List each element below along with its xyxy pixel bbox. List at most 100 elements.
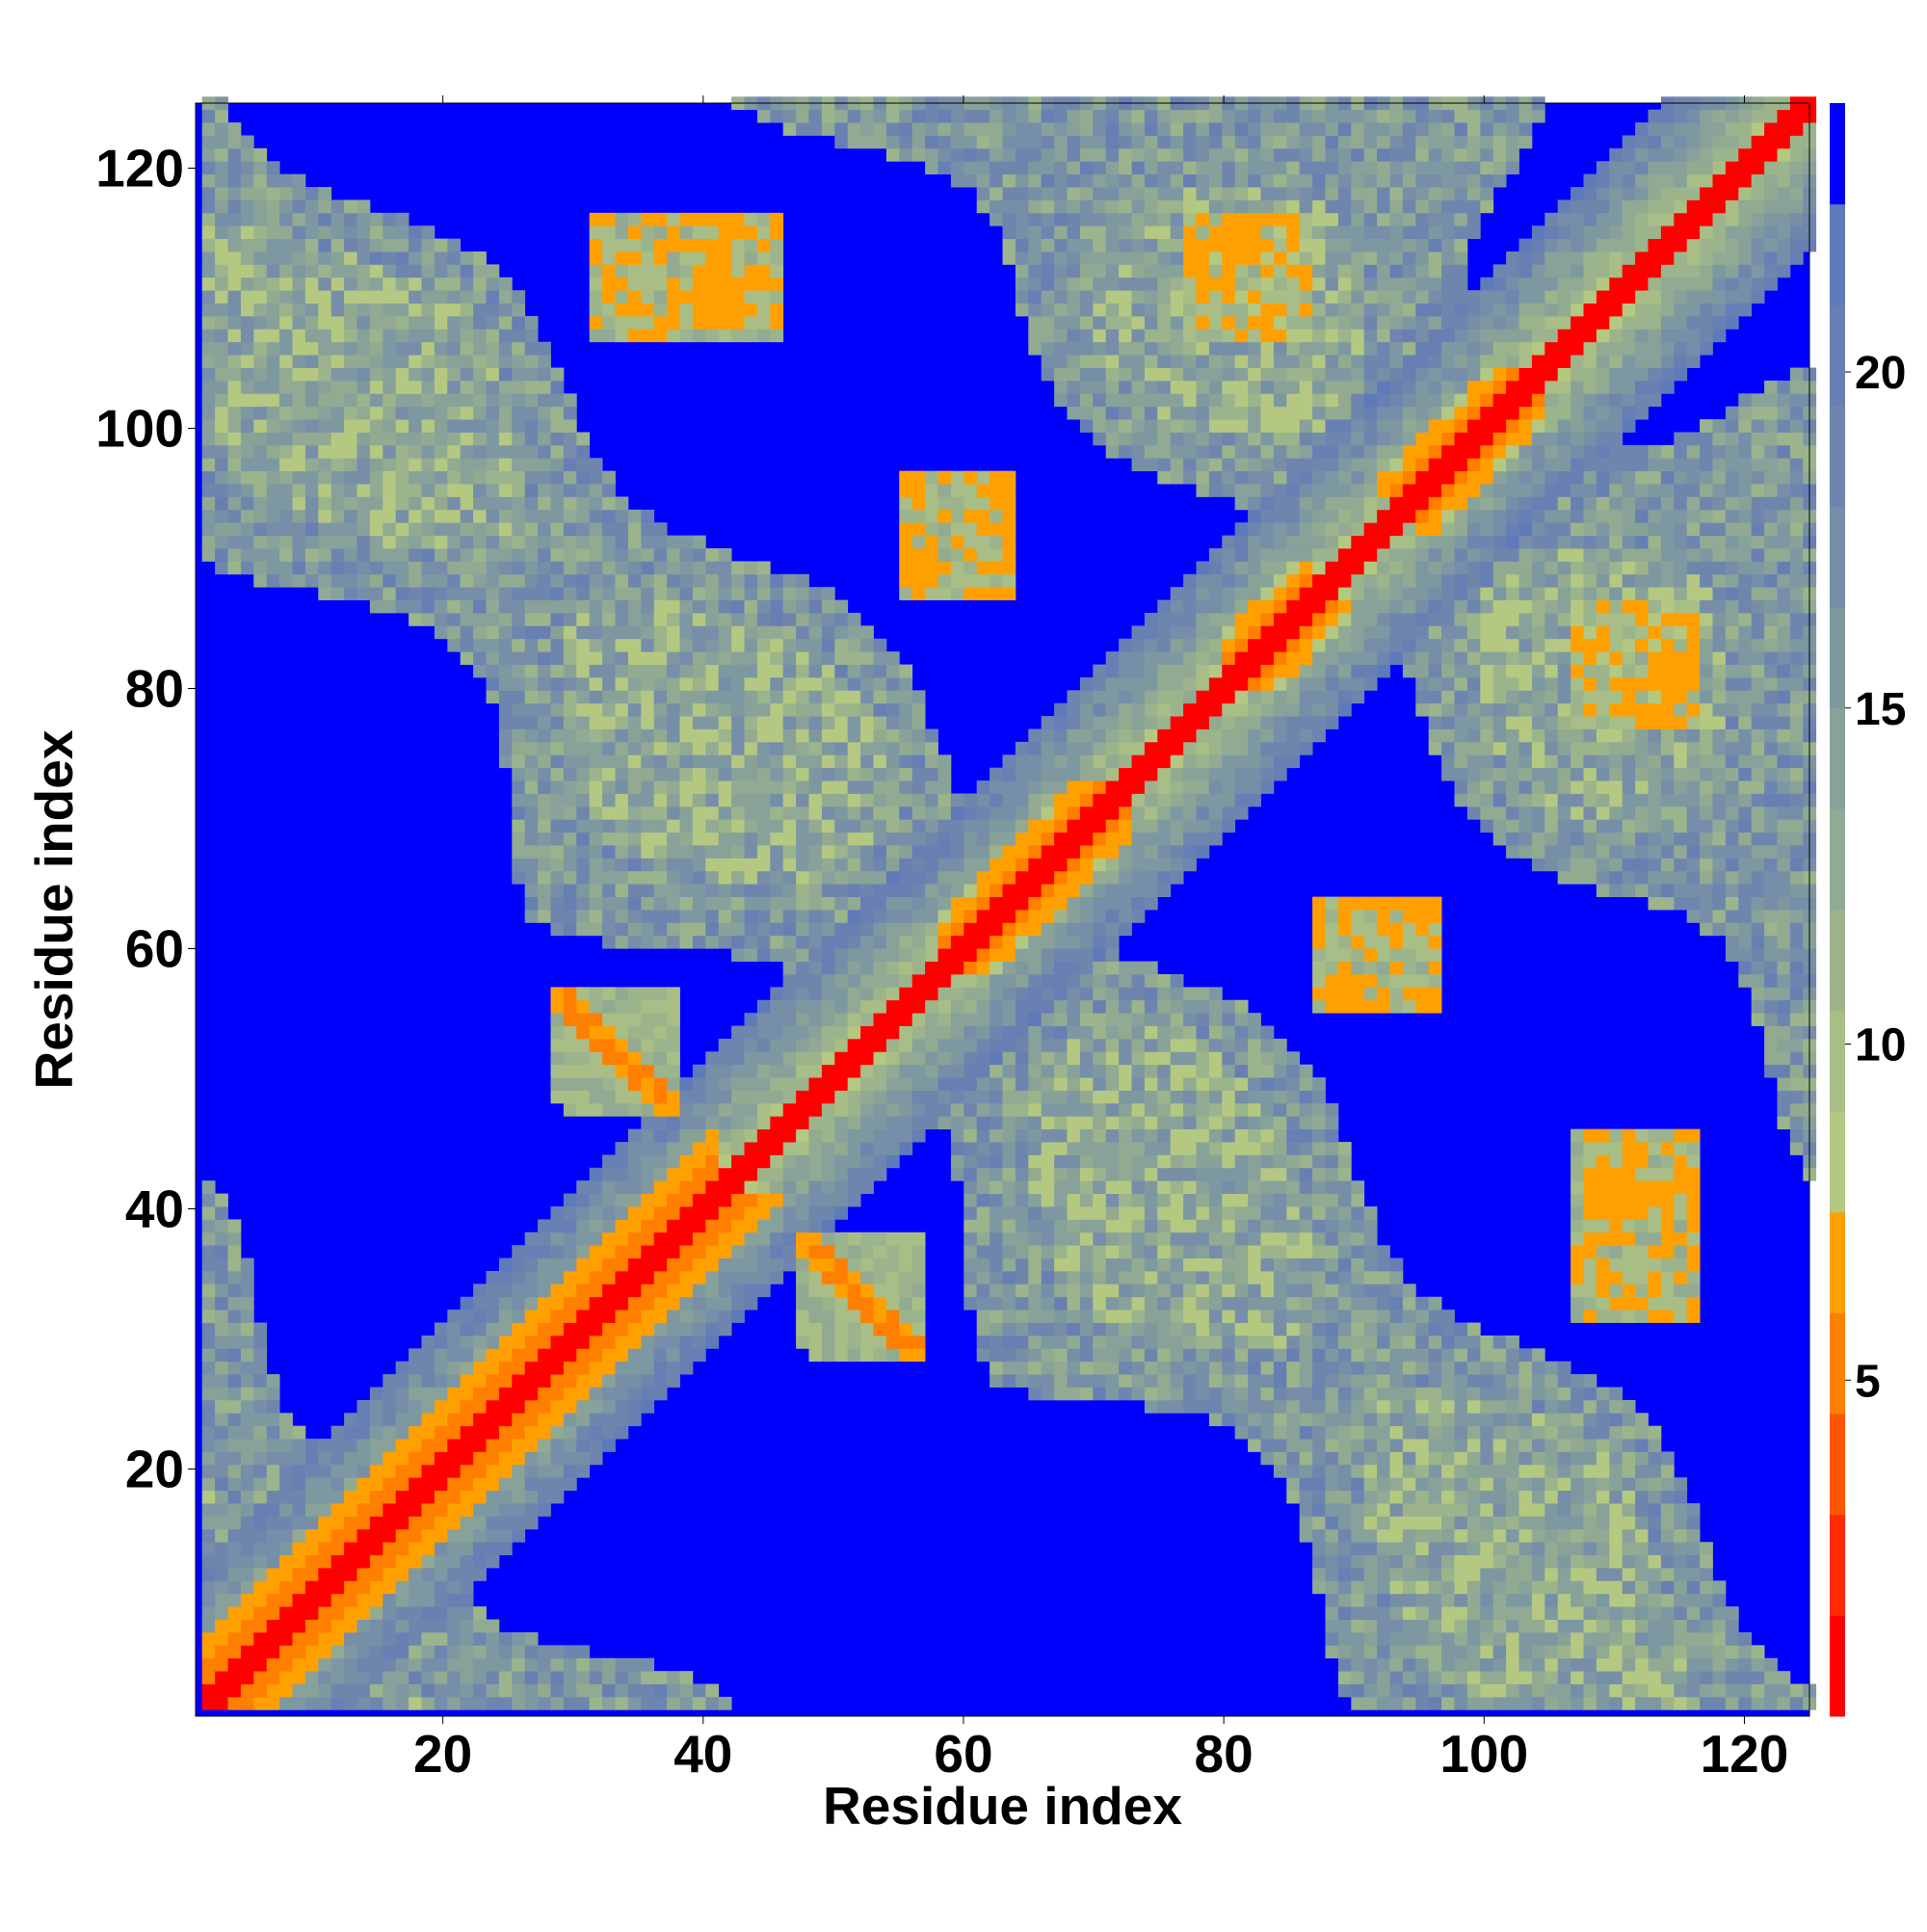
- heatmap-cell: [847, 1322, 861, 1337]
- heatmap-cell: [627, 922, 642, 937]
- heatmap-cell: [627, 1257, 642, 1272]
- heatmap-cell: [744, 806, 758, 820]
- heatmap-cell: [602, 277, 616, 291]
- heatmap-cell: [1041, 716, 1055, 729]
- heatmap-cell: [279, 1413, 293, 1427]
- heatmap-cell: [486, 1296, 500, 1310]
- heatmap-cell: [498, 1464, 513, 1478]
- heatmap-cell: [1105, 676, 1120, 691]
- heatmap-cell: [950, 999, 964, 1014]
- heatmap-cell: [201, 444, 216, 459]
- heatmap-cell: [279, 173, 293, 188]
- heatmap-cell: [344, 432, 357, 446]
- heatmap-cell: [512, 367, 526, 382]
- heatmap-cell: [550, 458, 565, 472]
- heatmap-cell: [976, 147, 990, 162]
- heatmap-cell: [576, 1374, 591, 1388]
- heatmap-cell: [498, 1374, 513, 1388]
- heatmap-cell: [821, 1335, 835, 1349]
- heatmap-cell: [692, 1310, 706, 1323]
- heatmap-cell: [550, 754, 565, 769]
- heatmap-cell: [395, 1554, 409, 1569]
- heatmap-cell: [253, 432, 268, 446]
- heatmap-cell: [1054, 147, 1068, 162]
- heatmap-cell: [731, 1142, 745, 1155]
- heatmap-cell: [538, 702, 551, 717]
- heatmap-cell: [1054, 728, 1068, 743]
- heatmap-cell: [873, 781, 887, 794]
- heatmap-cell: [667, 277, 680, 291]
- heatmap-cell: [253, 1464, 268, 1478]
- heatmap-cell: [447, 1580, 462, 1595]
- heatmap-cell: [627, 1387, 642, 1401]
- heatmap-cell: [486, 1451, 500, 1466]
- heatmap-cell: [279, 432, 293, 446]
- heatmap-cell: [796, 741, 809, 755]
- heatmap-cell: [641, 676, 655, 691]
- heatmap-cell: [215, 1322, 228, 1337]
- heatmap-cell: [512, 573, 526, 588]
- heatmap-cell: [344, 509, 357, 523]
- heatmap-cell: [227, 1631, 242, 1646]
- heatmap-cell: [899, 1270, 913, 1284]
- heatmap-cell: [964, 161, 978, 175]
- heatmap-cell: [885, 1142, 900, 1155]
- heatmap-cell: [318, 1645, 332, 1659]
- heatmap-cell: [292, 1683, 306, 1698]
- heatmap-cell: [215, 1490, 228, 1504]
- heatmap-cell: [240, 1361, 254, 1375]
- heatmap-cell: [641, 754, 655, 769]
- heatmap-cell: [834, 1310, 849, 1323]
- heatmap-cell: [627, 1025, 642, 1040]
- heatmap-cell: [589, 651, 603, 665]
- heatmap-cell: [1105, 1193, 1120, 1207]
- heatmap-cell: [563, 432, 577, 446]
- heatmap-cell: [383, 1683, 397, 1698]
- heatmap-cell: [240, 1464, 254, 1478]
- heatmap-cell: [1093, 1257, 1107, 1272]
- heatmap-cell: [796, 910, 809, 923]
- heatmap-cell: [498, 625, 513, 640]
- heatmap-cell: [976, 973, 990, 988]
- heatmap-cell: [1028, 1257, 1043, 1272]
- heatmap-cell: [718, 573, 732, 588]
- heatmap-cell: [447, 1348, 462, 1363]
- heatmap-cell: [563, 1387, 577, 1401]
- heatmap-cell: [383, 303, 397, 317]
- heatmap-cell: [705, 1167, 720, 1181]
- heatmap-cell: [201, 419, 216, 433]
- heatmap-cell: [460, 277, 474, 291]
- heatmap-cell: [834, 638, 849, 652]
- heatmap-cell: [383, 1580, 397, 1595]
- heatmap-cell: [808, 728, 823, 743]
- heatmap-cell: [240, 444, 254, 459]
- heatmap-cell: [1144, 393, 1158, 408]
- heatmap-cell: [1079, 1180, 1094, 1195]
- heatmap-cell: [395, 484, 409, 497]
- heatmap-cell: [1131, 1038, 1146, 1052]
- heatmap-cell: [356, 1554, 371, 1569]
- heatmap-cell: [705, 238, 720, 252]
- heatmap-cell: [369, 561, 383, 575]
- heatmap-cell: [705, 767, 720, 781]
- heatmap-cell: [486, 651, 500, 665]
- heatmap-cell: [473, 1542, 487, 1555]
- heatmap-cell: [1105, 858, 1120, 872]
- heatmap-cell: [215, 1284, 228, 1298]
- heatmap-cell: [990, 187, 1003, 200]
- heatmap-cell: [1144, 1387, 1158, 1401]
- heatmap-cell: [1002, 496, 1016, 511]
- heatmap-cell: [589, 290, 603, 304]
- heatmap-cell: [885, 1128, 900, 1143]
- heatmap-cell: [1144, 987, 1158, 1001]
- heatmap-cell: [1131, 1051, 1146, 1066]
- heatmap-cell: [602, 238, 616, 252]
- heatmap-cell: [524, 1322, 539, 1337]
- heatmap-cell: [344, 1683, 357, 1698]
- heatmap-cell: [964, 1245, 978, 1258]
- heatmap-cell: [834, 1206, 849, 1220]
- heatmap-cell: [937, 935, 952, 949]
- heatmap-cell: [550, 535, 565, 549]
- heatmap-cell: [744, 1064, 758, 1078]
- heatmap-cell: [1079, 948, 1094, 962]
